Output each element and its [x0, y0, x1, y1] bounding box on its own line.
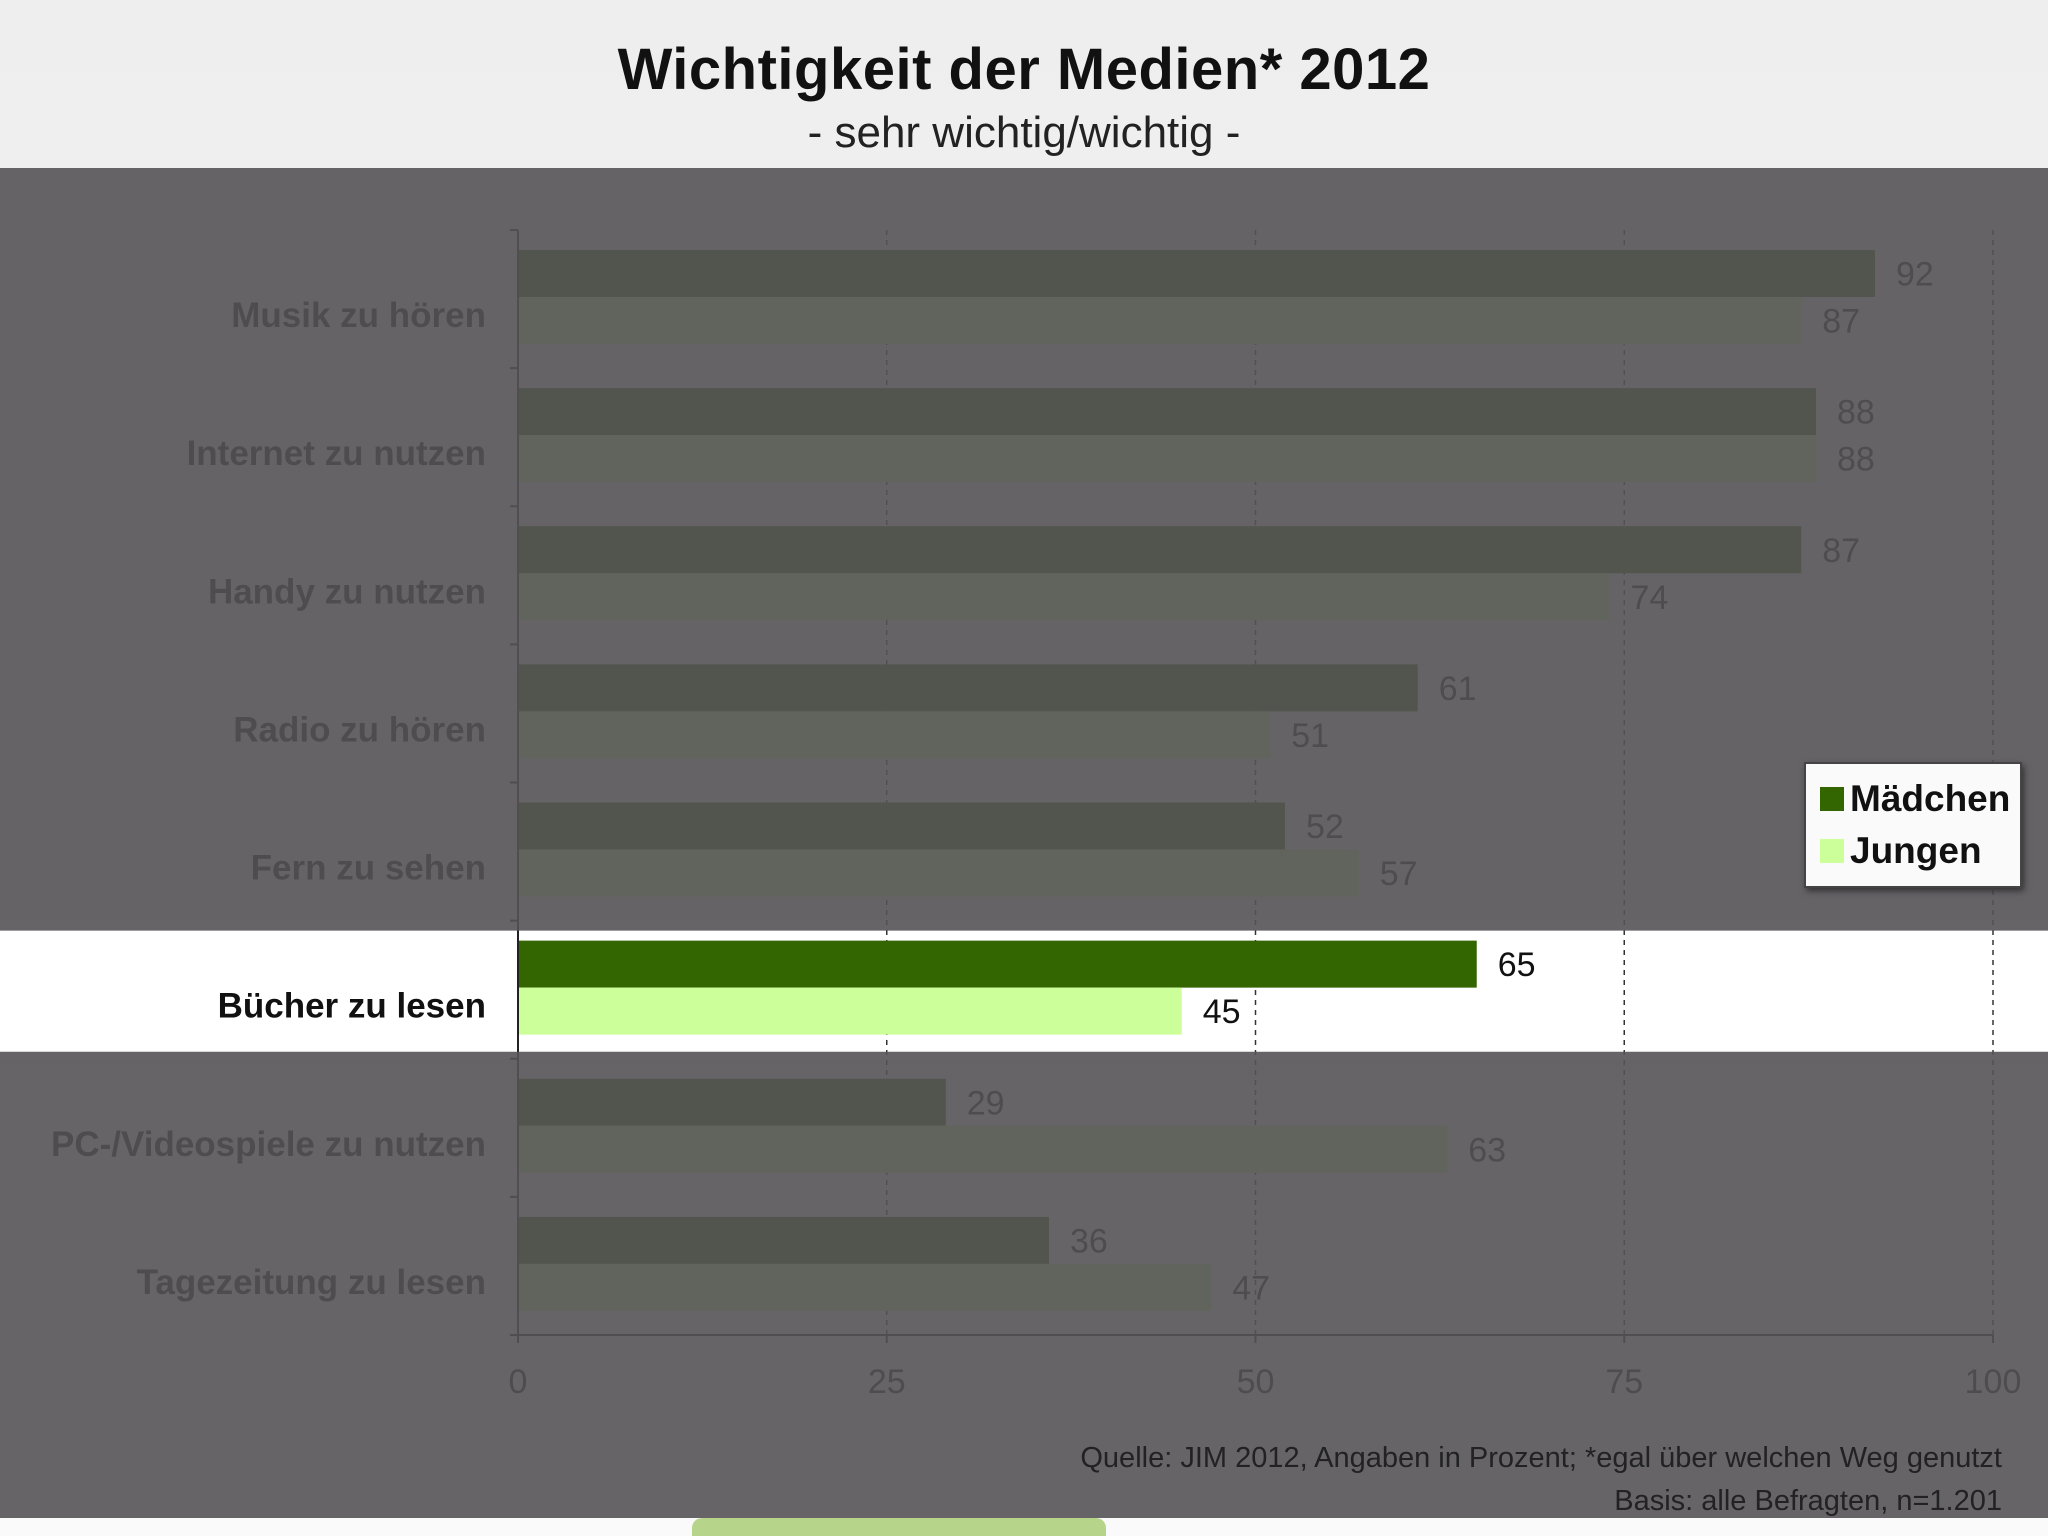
base-note: Basis: alle Befragten, n=1.201 — [1614, 1485, 2002, 1517]
slide-bottom-tab — [692, 1518, 1106, 1536]
chart-title: Wichtigkeit der Medien* 2012 — [617, 37, 1431, 102]
data-label: 65 — [1498, 946, 1536, 984]
bar — [518, 940, 1477, 988]
legend-label-maedchen: Mädchen — [1850, 778, 2011, 819]
bar — [518, 987, 1182, 1035]
category-label: Bücher zu lesen — [218, 987, 486, 1026]
legend-swatch-jungen — [1820, 839, 1844, 863]
legend-item-jungen: Jungen — [1820, 826, 1982, 876]
source-note: Quelle: JIM 2012, Angaben in Prozent; *e… — [1080, 1442, 2002, 1474]
dim-overlay-top — [0, 168, 2048, 931]
chart-subtitle: - sehr wichtig/wichtig - — [807, 108, 1241, 157]
legend: Mädchen Jungen — [1804, 762, 2022, 888]
legend-label-jungen: Jungen — [1850, 830, 1982, 871]
dim-overlay-bottom — [0, 1051, 2048, 1518]
legend-item-maedchen: Mädchen — [1820, 774, 2010, 824]
legend-swatch-maedchen — [1820, 787, 1844, 811]
data-label: 45 — [1203, 993, 1241, 1031]
